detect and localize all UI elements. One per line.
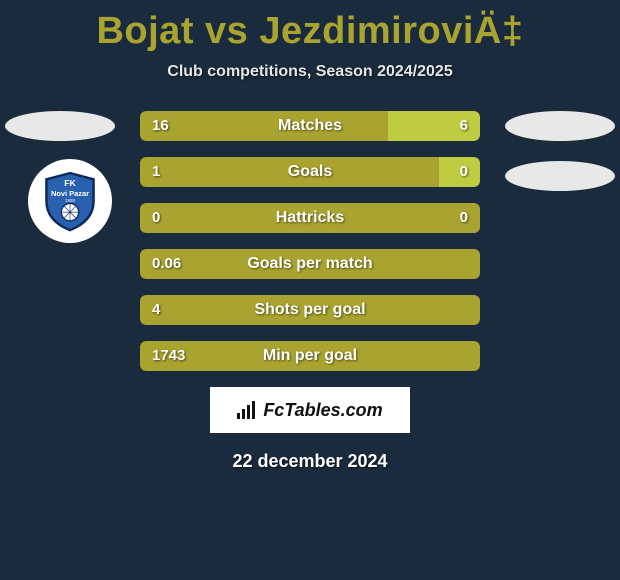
stat-label: Shots per goal	[140, 295, 480, 325]
badge-top-text: FK	[64, 178, 76, 188]
club-badge: FK Novi Pazar 1928	[28, 159, 112, 243]
stat-label: Matches	[140, 111, 480, 141]
footer-brand-text: FcTables.com	[263, 400, 382, 421]
stats-area: FK Novi Pazar 1928 166Matches 10Goals 00Ha…	[0, 111, 620, 371]
stat-row: 166Matches	[140, 111, 480, 141]
player-right-placeholder-1	[505, 111, 615, 141]
page-title: Bojat vs JezdimiroviÄ‡	[0, 0, 620, 53]
stat-row: 4Shots per goal	[140, 295, 480, 325]
stat-label: Hattricks	[140, 203, 480, 233]
player-left-placeholder-1	[5, 111, 115, 141]
stat-row: 1743Min per goal	[140, 341, 480, 371]
stat-label: Min per goal	[140, 341, 480, 371]
player-right-placeholder-2	[505, 161, 615, 191]
footer-brand-logo: FcTables.com	[210, 387, 410, 433]
stat-label: Goals per match	[140, 249, 480, 279]
stat-row: 0.06Goals per match	[140, 249, 480, 279]
shield-icon: FK Novi Pazar 1928	[39, 170, 101, 232]
footer-date: 22 december 2024	[0, 451, 620, 472]
badge-year: 1928	[65, 198, 75, 203]
page-subtitle: Club competitions, Season 2024/2025	[0, 63, 620, 81]
bars-icon	[237, 401, 259, 419]
stat-row: 10Goals	[140, 157, 480, 187]
stat-row: 00Hattricks	[140, 203, 480, 233]
stat-rows: 166Matches 10Goals 00Hattricks 0.06Goals pe…	[140, 111, 480, 371]
stat-label: Goals	[140, 157, 480, 187]
badge-mid-text: Novi Pazar	[51, 189, 89, 198]
